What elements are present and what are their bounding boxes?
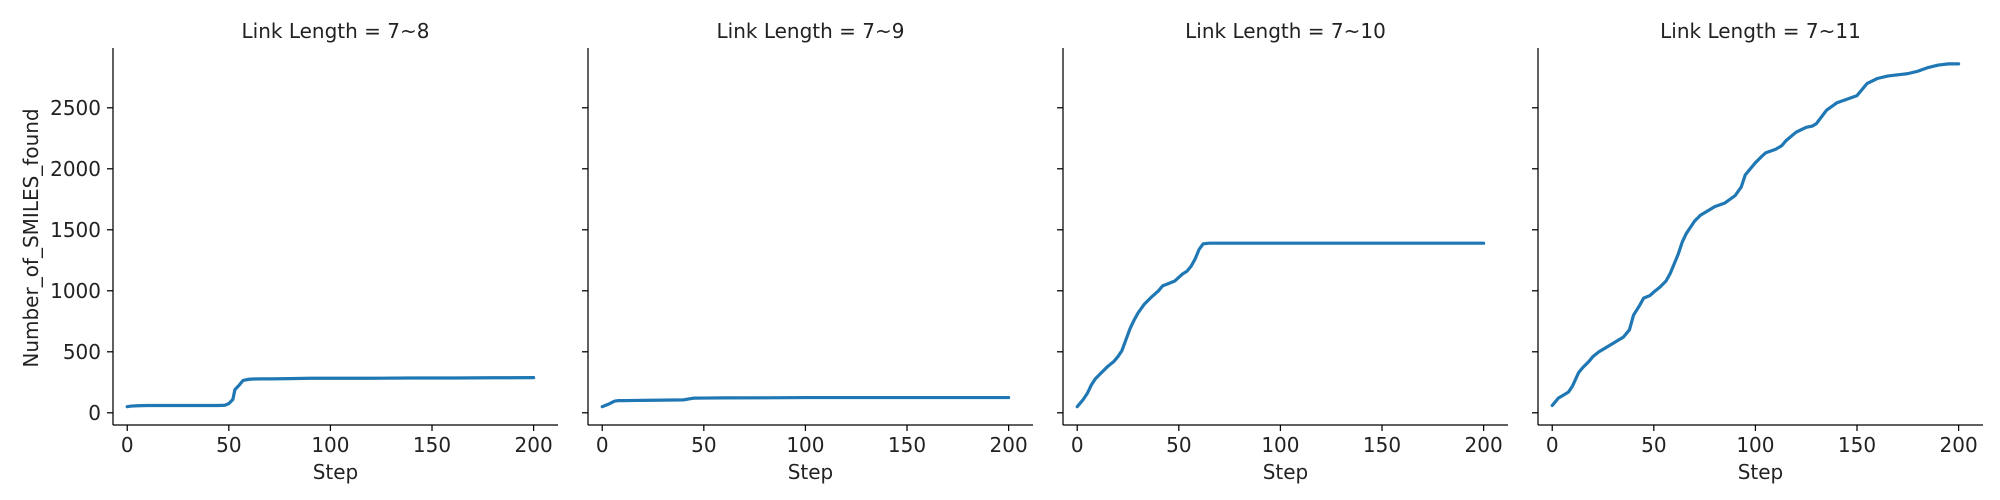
panel-4: Link Length = 7~11 0 50 100 150 200 Step (1532, 19, 1983, 484)
x-tick-label: 150 (413, 433, 451, 457)
series-line (600, 395, 1011, 409)
series-line (1075, 241, 1486, 409)
x-axis-label: Step (1263, 460, 1309, 484)
x-tick-label: 50 (1641, 433, 1666, 457)
x-tick-label: 50 (216, 433, 241, 457)
x-tick-label: 0 (1546, 433, 1559, 457)
panel-2: Link Length = 7~9 0 50 100 150 200 Step (582, 19, 1033, 484)
series-line (1550, 62, 1961, 408)
x-tick-label: 200 (1940, 433, 1978, 457)
y-tick-label: 2000 (50, 157, 101, 181)
x-tick-label: 100 (786, 433, 824, 457)
x-tick-label: 200 (990, 433, 1028, 457)
y-tick-label: 0 (88, 401, 101, 425)
panel-title: Link Length = 7~9 (717, 19, 905, 43)
x-tick-label: 150 (888, 433, 926, 457)
x-tick-label: 150 (1363, 433, 1401, 457)
series-line (125, 376, 536, 409)
panel-title: Link Length = 7~8 (242, 19, 430, 43)
x-axis-label: Step (788, 460, 834, 484)
x-axis-label: Step (1738, 460, 1784, 484)
y-tick-label: 2500 (50, 96, 101, 120)
panel-title: Link Length = 7~10 (1185, 19, 1386, 43)
x-tick-label: 100 (1261, 433, 1299, 457)
y-tick-label: 1000 (50, 279, 101, 303)
x-tick-label: 100 (311, 433, 349, 457)
x-tick-label: 50 (691, 433, 716, 457)
x-tick-label: 0 (1071, 433, 1084, 457)
y-axis-label: Number_of_SMILES_found (19, 108, 43, 367)
x-axis-label: Step (313, 460, 359, 484)
x-tick-label: 50 (1166, 433, 1191, 457)
x-tick-label: 150 (1838, 433, 1876, 457)
panel-3: Link Length = 7~10 0 50 100 150 200 Step (1057, 19, 1508, 484)
x-tick-label: 100 (1736, 433, 1774, 457)
x-tick-label: 0 (121, 433, 134, 457)
x-tick-label: 200 (1465, 433, 1503, 457)
panel-title: Link Length = 7~11 (1660, 19, 1861, 43)
x-tick-label: 200 (515, 433, 553, 457)
y-tick-label: 500 (63, 340, 101, 364)
x-tick-label: 0 (596, 433, 609, 457)
y-tick-label: 1500 (50, 218, 101, 242)
panel-1: Link Length = 7~8 0 500 1000 1500 2000 2500 0 50… (50, 19, 558, 484)
